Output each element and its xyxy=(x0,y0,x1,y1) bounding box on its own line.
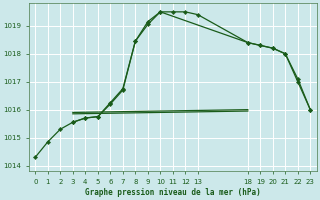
X-axis label: Graphe pression niveau de la mer (hPa): Graphe pression niveau de la mer (hPa) xyxy=(85,188,261,197)
